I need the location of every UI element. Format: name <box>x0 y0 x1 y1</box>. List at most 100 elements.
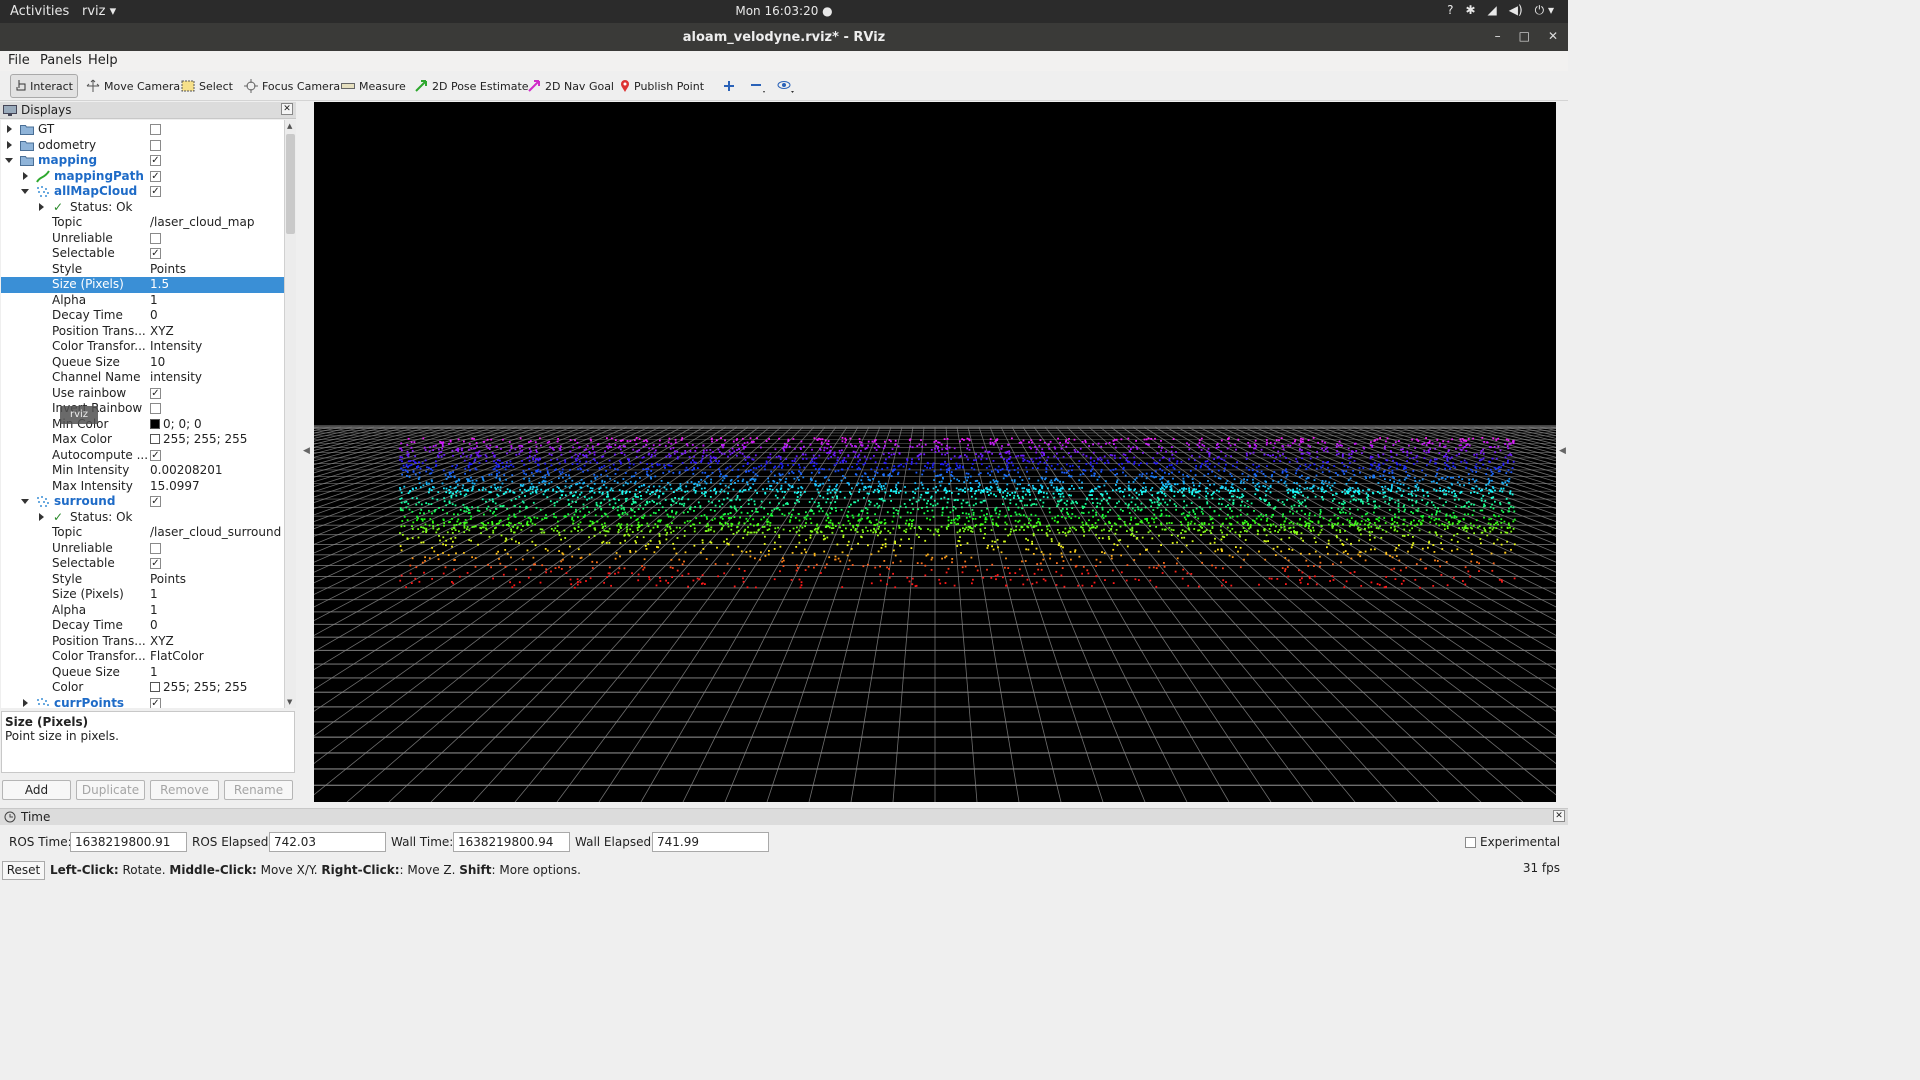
reset-button[interactable]: Reset <box>2 861 45 880</box>
expand-arrow-icon[interactable] <box>39 202 44 211</box>
prop-value[interactable]: 0; 0; 0 <box>163 416 202 431</box>
prop-row-style[interactable]: Style Points <box>1 262 284 278</box>
use-rainbow-checkbox[interactable]: ✓ <box>150 387 161 399</box>
prop-row-min-intensity[interactable]: Min Intensity 0.00208201 <box>1 463 284 479</box>
3d-scene[interactable] <box>314 102 1556 802</box>
enable-checkbox[interactable] <box>150 139 161 151</box>
prop-row-invert-rainbow[interactable]: Invert Rainbow <box>1 401 284 417</box>
prop-value[interactable]: XYZ <box>150 323 174 338</box>
expand-arrow-icon[interactable] <box>39 512 44 521</box>
collapse-arrow-icon[interactable] <box>21 499 29 504</box>
prop-value[interactable]: 255; 255; 255 <box>163 680 248 694</box>
maximize-button[interactable]: □ <box>1518 29 1530 43</box>
prop-row-max-color[interactable]: Max Color 255; 255; 255 <box>1 432 284 448</box>
prop-row-queue-size[interactable]: Queue Size 1 <box>1 665 284 681</box>
enable-checkbox[interactable]: ✓ <box>150 186 161 197</box>
prop-row-channel-name[interactable]: Channel Name intensity <box>1 370 284 386</box>
remove-button[interactable]: Remove <box>150 780 219 800</box>
prop-value[interactable]: XYZ <box>150 633 174 648</box>
prop-row-alpha[interactable]: Alpha 1 <box>1 603 284 619</box>
expand-arrow-icon[interactable] <box>7 140 12 149</box>
expand-arrow-icon[interactable] <box>23 171 28 180</box>
menu-panels[interactable]: Panels <box>40 53 82 68</box>
unreliable-checkbox[interactable] <box>150 542 161 554</box>
menu-help[interactable]: Help <box>88 53 118 68</box>
prop-value[interactable]: /laser_cloud_map <box>150 215 255 229</box>
invert-rainbow-checkbox[interactable] <box>150 403 161 414</box>
prop-row-selectable[interactable]: Selectable ✓ <box>1 556 284 572</box>
prop-value[interactable]: Points <box>150 571 187 586</box>
collapse-right-icon[interactable]: ◀ <box>1559 446 1566 456</box>
prop-row-topic[interactable]: Topic/laser_cloud_map <box>1 215 284 231</box>
wall-elapsed-field[interactable]: 741.99 <box>652 832 769 852</box>
prop-value[interactable]: 1 <box>150 587 158 601</box>
enable-checkbox[interactable]: ✓ <box>150 496 161 507</box>
enable-checkbox[interactable] <box>150 124 161 135</box>
tree-row-currpoints[interactable]: currPoints ✓ <box>1 696 284 708</box>
close-panel-icon[interactable]: ✕ <box>281 103 293 115</box>
tree-row-gt[interactable]: GT <box>1 122 284 138</box>
remove-tool-button[interactable] <box>745 74 771 98</box>
prop-row-position-transformer[interactable]: Position Trans... XYZ <box>1 634 284 650</box>
tree-row-status[interactable]: ✓ Status: Ok <box>1 200 284 216</box>
prop-row-decay[interactable]: Decay Time 0 <box>1 308 284 324</box>
unreliable-checkbox[interactable] <box>150 232 161 244</box>
prop-value[interactable]: 10 <box>150 354 166 369</box>
prop-value[interactable]: 1 <box>150 602 158 617</box>
collapse-arrow-icon[interactable] <box>21 189 29 194</box>
menu-file[interactable]: File <box>8 53 30 68</box>
publish-point-tool[interactable]: Publish Point <box>616 74 708 98</box>
prop-value[interactable]: 255; 255; 255 <box>163 432 248 446</box>
view-options-button[interactable] <box>772 74 800 98</box>
duplicate-button[interactable]: Duplicate <box>76 780 145 800</box>
prop-row-style[interactable]: Style Points <box>1 572 284 588</box>
prop-row-unreliable[interactable]: Unreliable <box>1 541 284 557</box>
prop-value[interactable]: 0 <box>150 308 158 322</box>
displays-tree[interactable]: GT odometry mapping ✓ mappingPath ✓ <box>1 120 284 708</box>
prop-row-alpha[interactable]: Alpha 1 <box>1 293 284 309</box>
prop-row-use-rainbow[interactable]: Use rainbow ✓ <box>1 386 284 402</box>
minimize-button[interactable]: – <box>1494 29 1501 43</box>
tree-row-status[interactable]: ✓ Status: Ok <box>1 510 284 526</box>
collapse-arrow-icon[interactable] <box>5 158 13 163</box>
close-panel-icon[interactable]: ✕ <box>1553 810 1565 822</box>
prop-row-size-selected[interactable]: Size (Pixels) 1.5 <box>1 277 284 293</box>
expand-arrow-icon[interactable] <box>7 125 12 133</box>
wall-time-field[interactable]: 1638219800.94 <box>453 832 570 852</box>
focus-camera-tool[interactable]: Focus Camera <box>240 74 344 98</box>
color-swatch[interactable] <box>150 434 160 444</box>
prop-value[interactable]: /laser_cloud_surround <box>150 525 282 539</box>
experimental-checkbox[interactable] <box>1465 837 1476 848</box>
tree-row-mapping[interactable]: mapping ✓ <box>1 153 284 169</box>
prop-row-min-color[interactable]: Min Color0; 0; 0 <box>1 417 284 433</box>
volume-icon[interactable]: ◀) <box>1508 3 1523 17</box>
activities-button[interactable]: Activities <box>10 4 70 19</box>
ros-elapsed-field[interactable]: 742.03 <box>269 832 386 852</box>
prop-row-size[interactable]: Size (Pixels) 1 <box>1 587 284 603</box>
color-swatch[interactable] <box>150 682 160 692</box>
interact-tool[interactable]: Interact <box>10 74 78 98</box>
prop-value[interactable]: 1 <box>150 664 158 679</box>
expand-arrow-icon[interactable] <box>23 698 28 707</box>
app-menu[interactable]: rviz ▾ <box>82 4 117 19</box>
enable-checkbox[interactable]: ✓ <box>150 697 161 708</box>
enable-checkbox[interactable]: ✓ <box>150 170 161 182</box>
prop-value[interactable]: 1 <box>150 292 158 307</box>
help-icon[interactable]: ? <box>1447 3 1454 17</box>
prop-value[interactable]: FlatColor <box>150 649 204 663</box>
prop-row-decay[interactable]: Decay Time 0 <box>1 618 284 634</box>
power-icon[interactable]: ⏻ ▾ <box>1534 3 1554 17</box>
scroll-down-icon[interactable]: ▼ <box>287 698 293 706</box>
network-icon[interactable]: ◢ <box>1487 3 1497 17</box>
close-window-button[interactable]: ✕ <box>1547 29 1558 43</box>
color-swatch[interactable] <box>150 418 160 429</box>
tree-row-surround[interactable]: surround ✓ <box>1 494 284 510</box>
prop-value[interactable]: 15.0997 <box>150 478 200 493</box>
measure-tool[interactable]: Measure <box>337 74 410 98</box>
render-viewport[interactable] <box>314 102 1556 802</box>
enable-checkbox[interactable]: ✓ <box>150 155 161 166</box>
prop-value[interactable]: Intensity <box>150 339 203 353</box>
selectable-checkbox[interactable]: ✓ <box>150 248 161 259</box>
system-tray[interactable]: ? ✱ ◢ ◀) ⏻ ▾ <box>1447 3 1554 18</box>
autocompute-checkbox[interactable]: ✓ <box>150 449 161 461</box>
